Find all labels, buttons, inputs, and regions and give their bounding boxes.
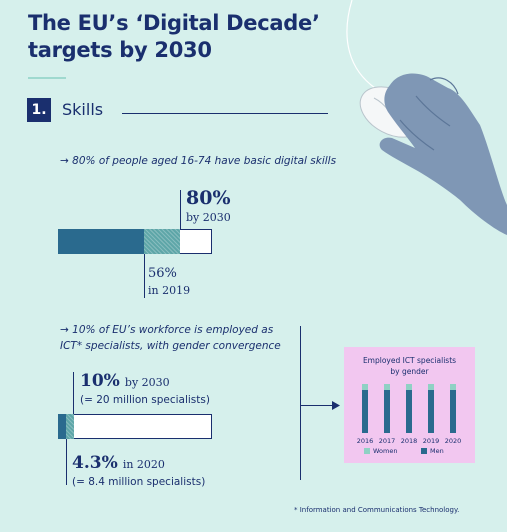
year-label: 2019	[422, 437, 440, 445]
men-segment-2020	[450, 390, 456, 433]
men-segment-2019	[428, 390, 434, 433]
hand	[379, 73, 507, 235]
legend-women-swatch	[364, 448, 370, 454]
ict-target-label: 10% by 2030	[80, 371, 170, 391]
basic-skills-text: 80% of people aged 16-74 have basic digi…	[72, 155, 337, 167]
ict-target-marker-line	[73, 372, 74, 414]
ict-statement-line2: ICT* specialists, with gender convergenc…	[60, 340, 281, 352]
ict-current-year: in 2020	[122, 458, 165, 471]
ict-target-year: by 2030	[124, 376, 170, 389]
men-segment-2016	[362, 390, 368, 433]
ict-target-value: 10%	[80, 371, 120, 391]
section-number: 1.	[27, 98, 51, 122]
gender-chart-title-line1: Employed ICT specialists	[362, 356, 457, 365]
year-label: 2018	[400, 437, 418, 445]
section-label: Skills	[62, 100, 104, 119]
basic-skills-statement: → 80% of people aged 16-74 have basic di…	[60, 153, 380, 169]
connector-horizontal-line	[300, 405, 334, 406]
arrow-icon: →	[60, 324, 69, 336]
women-segment-2020	[450, 384, 456, 390]
ict-current-label: 4.3% in 2020	[72, 453, 165, 473]
footnote: * Information and Communications Technol…	[294, 506, 460, 514]
women-segment-2017	[384, 384, 390, 390]
basic-skills-bar-gap-fill	[144, 229, 180, 254]
year-label: 2017	[378, 437, 396, 445]
arrow-icon: →	[60, 155, 69, 167]
ict-target-note: (= 20 million specialists)	[80, 394, 210, 406]
year-label: 2020	[444, 437, 462, 445]
ict-current-value: 4.3%	[72, 453, 118, 473]
basic-skills-bar-current-fill	[58, 229, 144, 254]
women-segment-2016	[362, 384, 368, 390]
ict-bar	[58, 414, 212, 439]
legend-women-label: Women	[373, 447, 398, 455]
page-title: The EU’s ‘Digital Decade’ targets by 203…	[28, 11, 320, 62]
basic-skills-current-value: 56%	[148, 266, 177, 281]
ict-current-marker-line	[66, 439, 67, 485]
women-segment-2019	[428, 384, 434, 390]
ict-bar-current-fill	[58, 414, 66, 439]
section-divider	[122, 113, 328, 114]
legend-men: Men	[421, 447, 444, 455]
legend-men-label: Men	[430, 447, 444, 455]
current-marker-line	[144, 254, 145, 298]
legend-women: Women	[364, 447, 397, 455]
ict-statement-line1: 10% of EU’s workforce is employed as	[72, 324, 274, 336]
gender-chart-title-line2: by gender	[390, 367, 429, 376]
hand-mouse-illustration	[346, 0, 507, 235]
women-segment-2018	[406, 384, 412, 390]
legend-men-swatch	[421, 448, 427, 454]
basic-skills-target-year: by 2030	[186, 211, 231, 224]
ict-statement: → 10% of EU’s workforce is employed as I…	[60, 322, 320, 354]
target-marker-line	[180, 190, 181, 230]
gender-chart-title: Employed ICT specialists by gender	[344, 355, 475, 377]
connector-vertical-line	[300, 326, 301, 480]
basic-skills-target-value: 80%	[186, 187, 231, 209]
arrow-right-icon	[332, 401, 340, 410]
year-label: 2016	[356, 437, 374, 445]
men-segment-2017	[384, 390, 390, 433]
mouse-cable	[346, 0, 376, 89]
ict-current-note: (= 8.4 million specialists)	[72, 476, 206, 488]
ict-bar-gap-fill	[66, 414, 74, 439]
basic-skills-current-year: in 2019	[148, 284, 191, 297]
title-underline	[28, 77, 66, 79]
men-segment-2018	[406, 390, 412, 433]
